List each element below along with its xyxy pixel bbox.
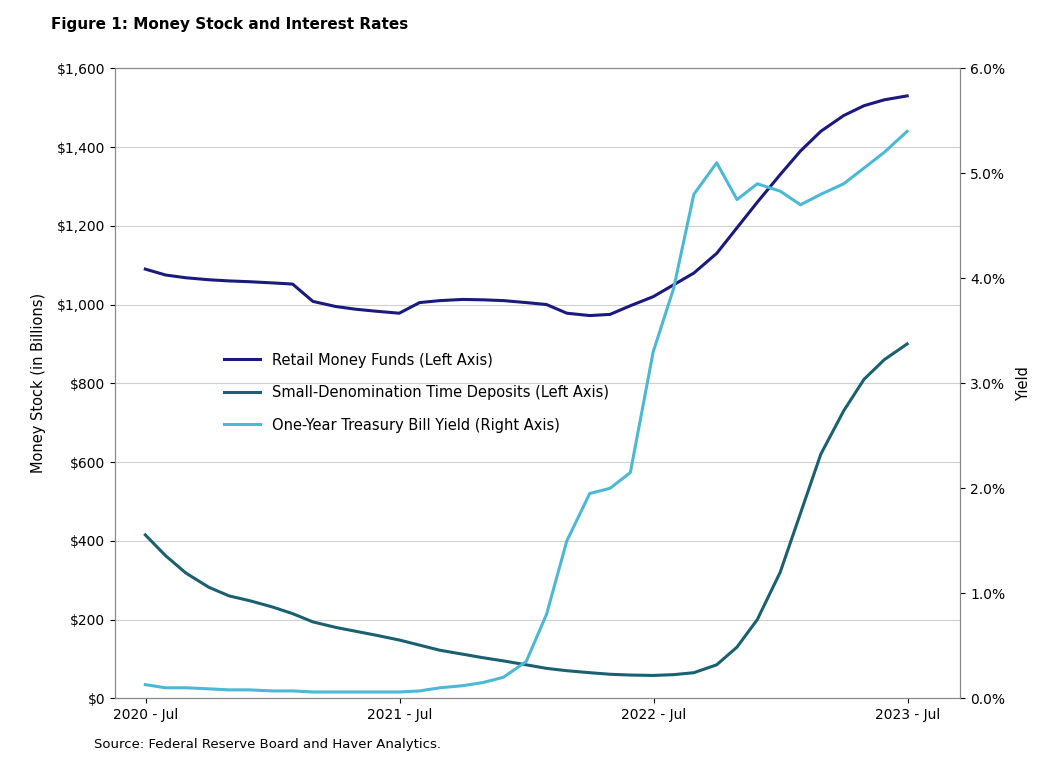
Text: Figure 1: Money Stock and Interest Rates: Figure 1: Money Stock and Interest Rates (51, 17, 408, 33)
Y-axis label: Money Stock (in Billions): Money Stock (in Billions) (30, 293, 46, 474)
Text: Source: Federal Reserve Board and Haver Analytics.: Source: Federal Reserve Board and Haver … (94, 739, 441, 751)
Legend: Retail Money Funds (Left Axis), Small-Denomination Time Deposits (Left Axis), On: Retail Money Funds (Left Axis), Small-De… (223, 353, 609, 433)
Y-axis label: Yield: Yield (1017, 366, 1031, 401)
